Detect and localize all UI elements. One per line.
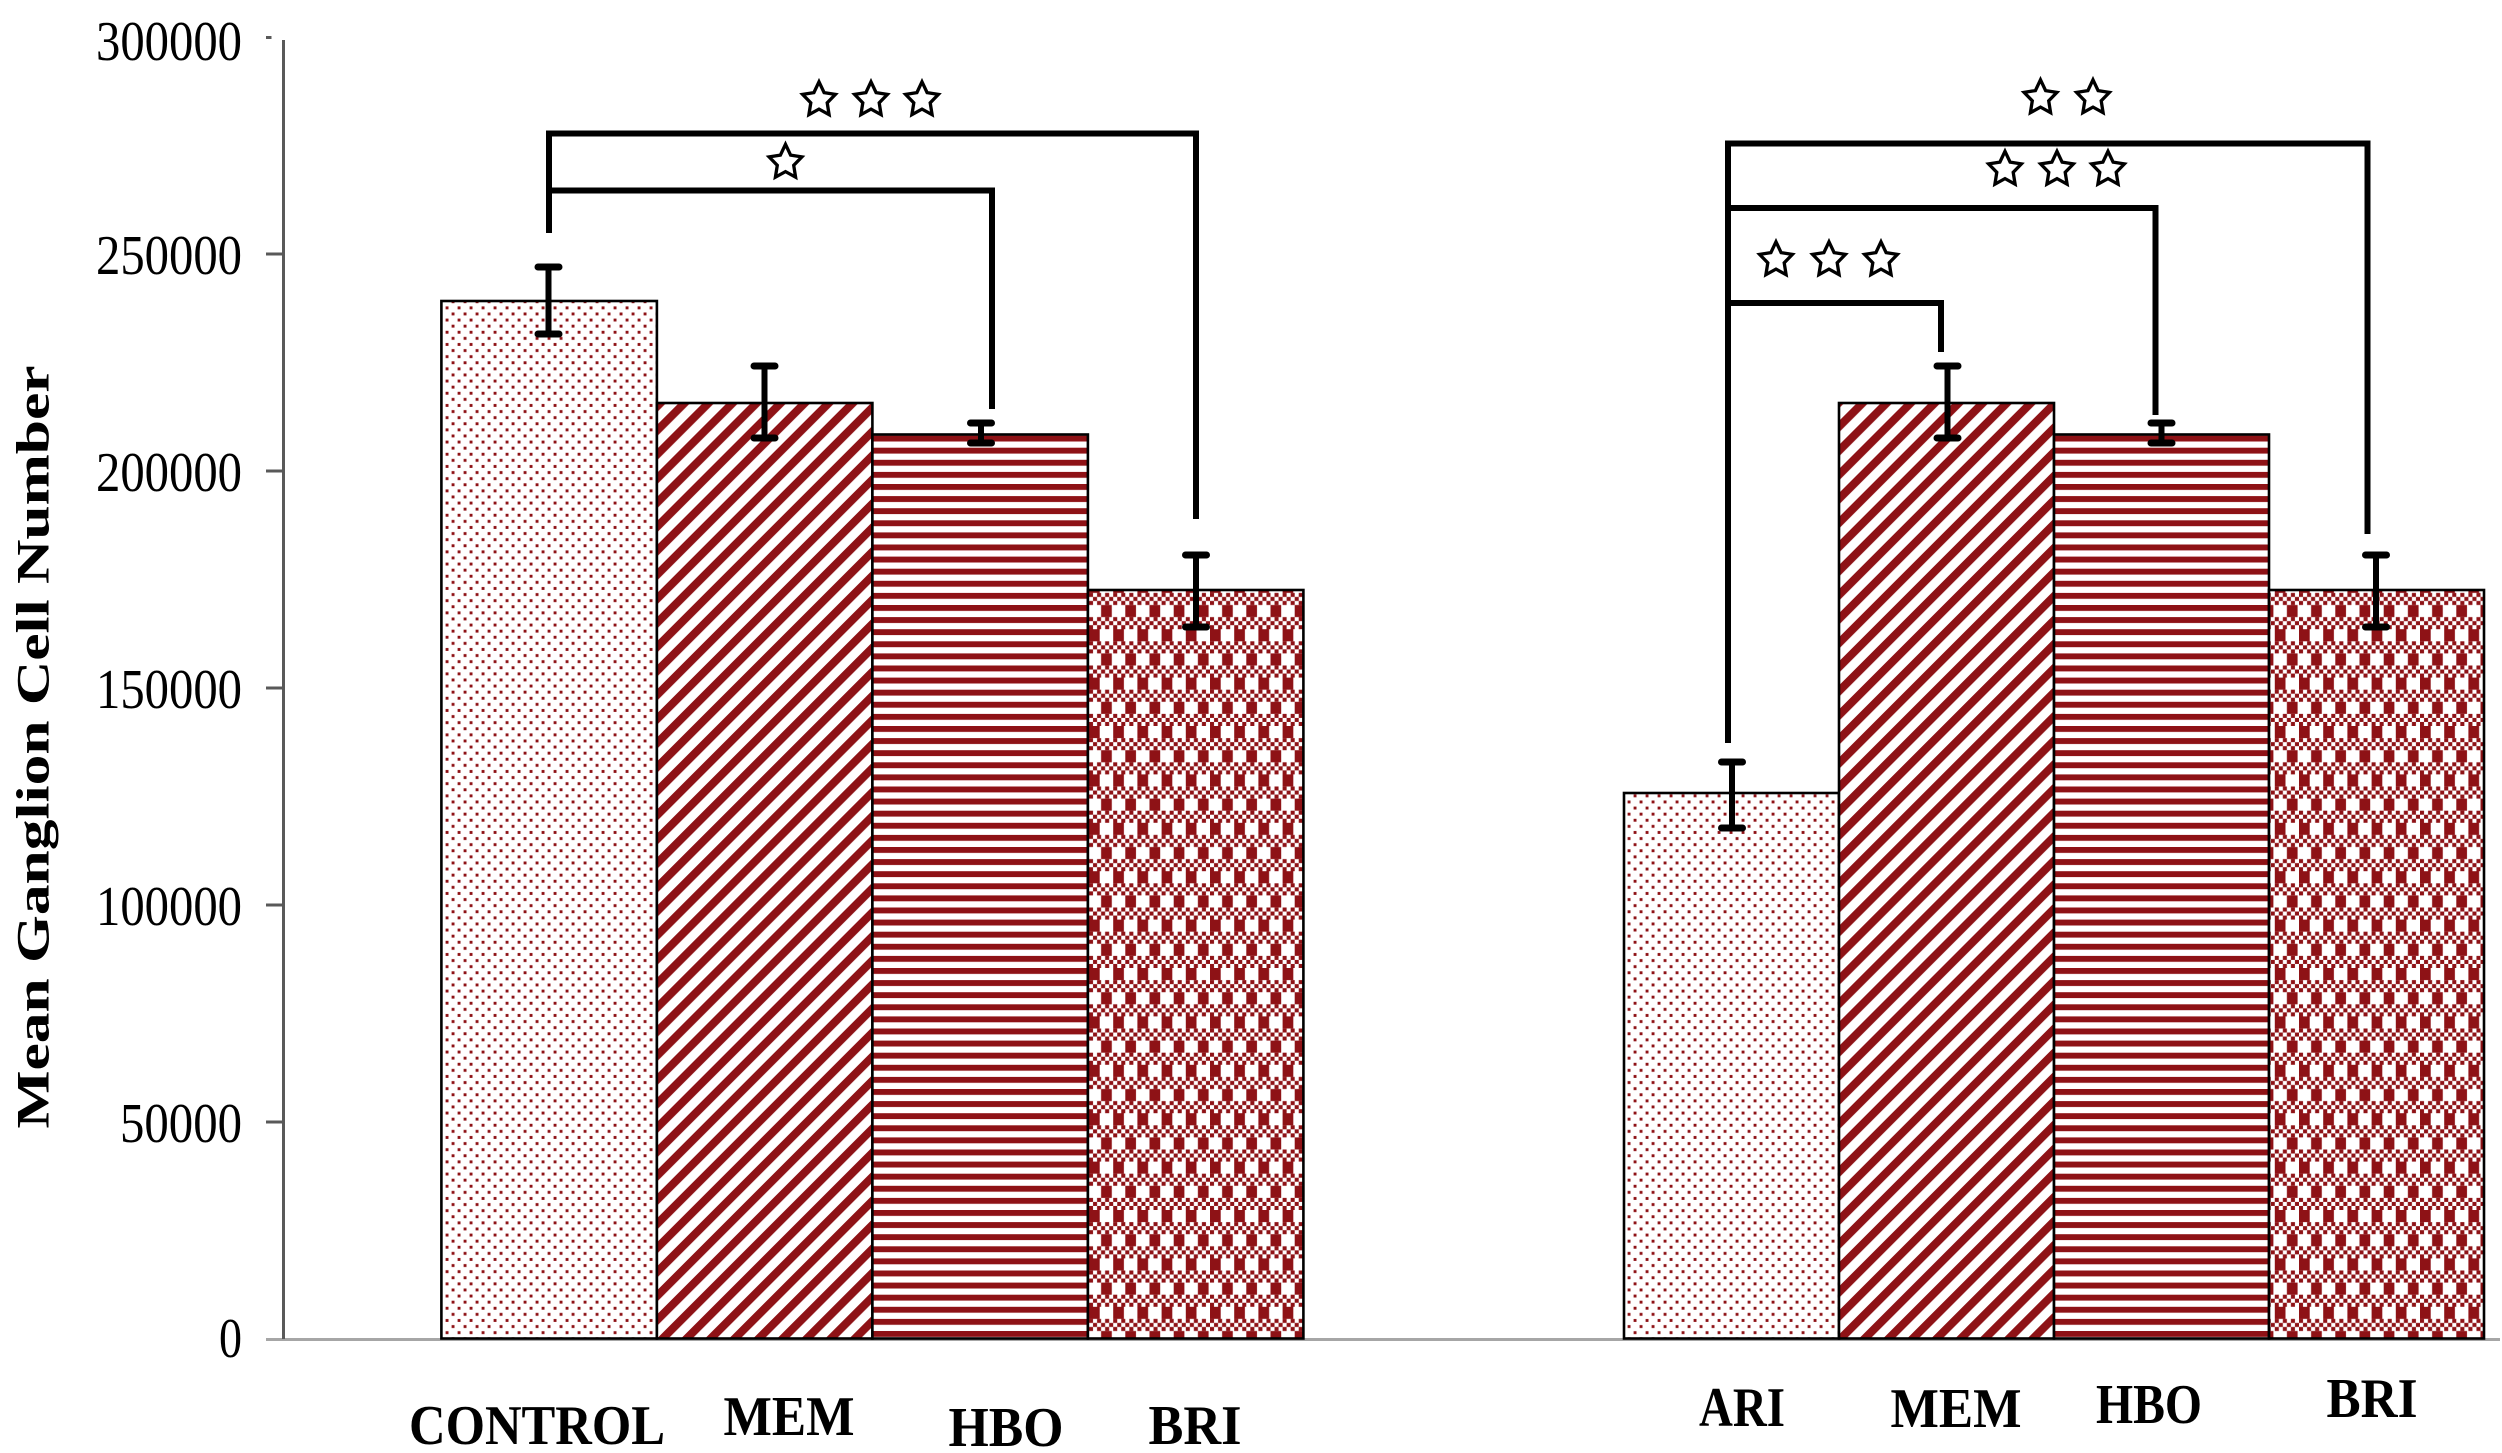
svg-text:100000: 100000	[96, 876, 242, 938]
svg-text:HBO: HBO	[2096, 1374, 2202, 1436]
svg-text:BRI: BRI	[2327, 1368, 2418, 1430]
svg-text:150000: 150000	[96, 659, 242, 721]
svg-text:0: 0	[219, 1308, 242, 1370]
svg-text:HBO: HBO	[949, 1397, 1064, 1453]
svg-text:MEM: MEM	[724, 1386, 855, 1448]
svg-text:BRI: BRI	[1149, 1395, 1242, 1453]
svg-text:300000: 300000	[96, 11, 242, 73]
svg-text:MEM: MEM	[1891, 1378, 2022, 1440]
svg-text:CONTROL: CONTROL	[409, 1395, 665, 1453]
svg-text:200000: 200000	[96, 442, 242, 504]
svg-text:ARI: ARI	[1699, 1377, 1785, 1439]
svg-text:50000: 50000	[120, 1093, 242, 1155]
svg-text:250000: 250000	[96, 225, 242, 287]
svg-text:Mean Ganglion Cell Number: Mean Ganglion Cell Number	[8, 366, 60, 1129]
